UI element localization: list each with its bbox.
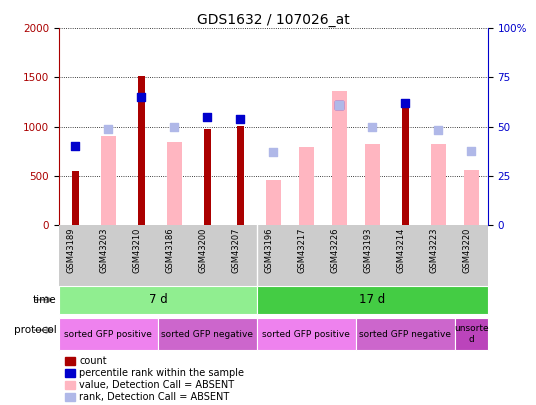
Text: GSM43210: GSM43210 xyxy=(132,228,142,273)
Bar xyxy=(101,136,116,225)
Bar xyxy=(158,318,257,350)
Text: 17 d: 17 d xyxy=(359,293,385,306)
Text: GSM43220: GSM43220 xyxy=(462,228,471,273)
Bar xyxy=(431,144,446,225)
Bar xyxy=(332,91,347,225)
Bar xyxy=(365,144,379,225)
Text: GSM43207: GSM43207 xyxy=(232,228,240,273)
Bar xyxy=(464,170,479,225)
Point xyxy=(467,148,475,154)
Point xyxy=(236,115,244,122)
Text: GSM43214: GSM43214 xyxy=(396,228,405,273)
Text: GSM43189: GSM43189 xyxy=(66,228,76,273)
Point xyxy=(401,100,410,106)
Point xyxy=(137,94,146,100)
Bar xyxy=(257,318,356,350)
Text: GSM43226: GSM43226 xyxy=(330,228,339,273)
Title: GDS1632 / 107026_at: GDS1632 / 107026_at xyxy=(197,13,349,27)
Text: GSM43186: GSM43186 xyxy=(166,228,174,273)
Bar xyxy=(59,318,158,350)
Text: unsorte
d: unsorte d xyxy=(454,324,489,344)
Point xyxy=(269,149,278,156)
Bar xyxy=(138,77,145,225)
Point xyxy=(104,125,113,132)
Text: 7 d: 7 d xyxy=(148,293,167,306)
Bar xyxy=(237,126,244,225)
Bar xyxy=(356,318,455,350)
Point xyxy=(170,123,178,130)
Text: GSM43196: GSM43196 xyxy=(264,228,273,273)
Text: sorted GFP positive: sorted GFP positive xyxy=(263,330,351,339)
Bar xyxy=(266,179,281,225)
Text: protocol: protocol xyxy=(13,325,56,335)
Text: sorted GFP negative: sorted GFP negative xyxy=(359,330,451,339)
Point xyxy=(203,113,212,120)
Text: GSM43223: GSM43223 xyxy=(429,228,438,273)
Bar xyxy=(204,128,211,225)
Text: GSM43193: GSM43193 xyxy=(363,228,373,273)
Text: GSM43200: GSM43200 xyxy=(198,228,207,273)
Bar xyxy=(299,147,314,225)
Text: sorted GFP positive: sorted GFP positive xyxy=(64,330,152,339)
Legend: count, percentile rank within the sample, value, Detection Call = ABSENT, rank, : count, percentile rank within the sample… xyxy=(64,355,245,403)
Bar xyxy=(257,286,488,314)
Bar xyxy=(402,107,408,225)
Point xyxy=(335,102,344,108)
Bar xyxy=(72,171,79,225)
Bar xyxy=(455,318,488,350)
Bar xyxy=(167,142,182,225)
Point xyxy=(71,143,80,149)
Point xyxy=(335,102,344,108)
Point xyxy=(434,127,443,134)
Text: time: time xyxy=(33,295,56,305)
Point xyxy=(368,123,377,130)
Bar xyxy=(59,286,257,314)
Text: GSM43203: GSM43203 xyxy=(100,228,108,273)
Text: sorted GFP negative: sorted GFP negative xyxy=(161,330,254,339)
Text: GSM43217: GSM43217 xyxy=(297,228,307,273)
